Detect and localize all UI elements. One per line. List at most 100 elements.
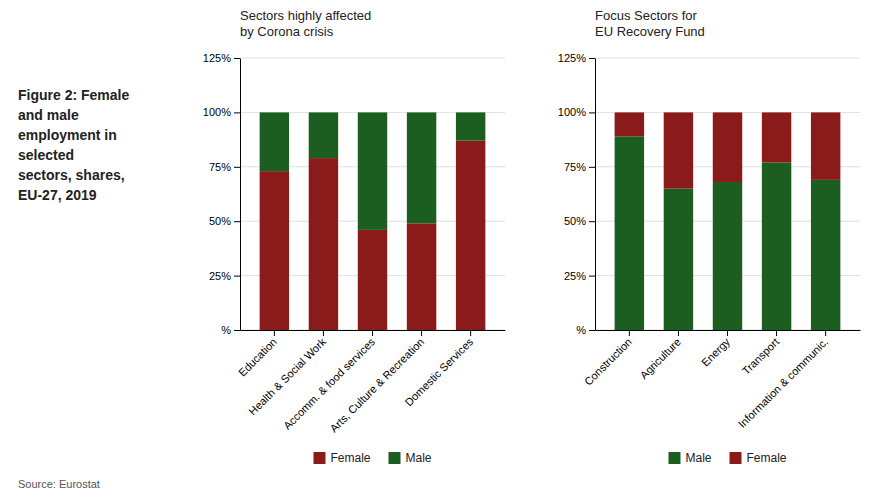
tick-label: Information & communic. bbox=[736, 336, 831, 431]
grid-line bbox=[240, 58, 505, 59]
bar bbox=[309, 112, 338, 158]
legend-item: Female bbox=[313, 451, 370, 465]
legend: Female Male bbox=[313, 451, 431, 465]
tick: Information & communic. bbox=[736, 330, 831, 430]
tick-mark bbox=[589, 330, 595, 331]
legend-item: Male bbox=[389, 451, 432, 465]
legend-swatch bbox=[313, 452, 325, 464]
tick-label: 75% bbox=[564, 161, 586, 173]
tick: 100% bbox=[203, 106, 240, 118]
tick: 25% bbox=[564, 270, 595, 282]
tick-label: Agriculture bbox=[637, 336, 683, 382]
tick-label: 25% bbox=[209, 270, 231, 282]
tick-label: Arts, Culture & Recreation bbox=[327, 336, 426, 435]
legend-swatch bbox=[730, 452, 742, 464]
tick-label: 100% bbox=[558, 106, 586, 118]
series bbox=[615, 112, 841, 188]
tick-mark bbox=[727, 330, 728, 336]
tick-mark bbox=[589, 167, 595, 168]
bars bbox=[260, 112, 486, 330]
chart-title: Focus Sectors forEU Recovery Fund bbox=[595, 8, 705, 39]
tick: 75% bbox=[209, 161, 240, 173]
x-axis: ConstructionAgriculture EnergyTransportIn… bbox=[582, 330, 861, 430]
tick: % bbox=[576, 324, 595, 336]
tick: 125% bbox=[558, 52, 595, 64]
text-line: Sectors highly affected bbox=[240, 8, 371, 23]
tick-mark bbox=[589, 221, 595, 222]
tick-mark bbox=[234, 167, 240, 168]
legend-label: Female bbox=[747, 451, 787, 465]
text-line: and male bbox=[18, 107, 79, 123]
tick: Agriculture bbox=[637, 330, 683, 381]
bar bbox=[615, 112, 644, 136]
text-line: EU-27, 2019 bbox=[18, 187, 97, 203]
text-line: EU Recovery Fund bbox=[595, 24, 705, 39]
grid bbox=[595, 58, 860, 330]
legend-item: Female bbox=[730, 451, 787, 465]
tick-mark bbox=[825, 330, 826, 336]
y-axis: % 25% 50% 75% 100% 125% bbox=[558, 52, 596, 336]
bar bbox=[664, 189, 693, 330]
tick-label: 50% bbox=[564, 215, 586, 227]
bar bbox=[358, 112, 387, 230]
tick-mark bbox=[589, 58, 595, 59]
chart: % 25% 50% 75% 100% 125% ConstructionAgricultur… bbox=[558, 8, 861, 465]
bar bbox=[762, 162, 791, 330]
tick-label: 25% bbox=[564, 270, 586, 282]
tick-mark bbox=[629, 330, 630, 336]
grid bbox=[240, 58, 505, 330]
tick: Education bbox=[236, 330, 279, 379]
bar bbox=[407, 112, 436, 223]
figure-title: Figure 2: Femaleand maleemployment insel… bbox=[18, 87, 129, 203]
chart-title: Sectors highly affectedby Corona crisis bbox=[240, 8, 371, 39]
tick: 25% bbox=[209, 270, 240, 282]
legend-item: Male bbox=[668, 451, 711, 465]
bar bbox=[456, 141, 485, 330]
tick-label: Transport bbox=[740, 336, 781, 377]
tick-mark bbox=[589, 276, 595, 277]
x-axis: EducationHealth & Social WorkAccomm. & f… bbox=[236, 330, 506, 434]
tick-label: 50% bbox=[209, 215, 231, 227]
bar bbox=[615, 136, 644, 330]
tick: 100% bbox=[558, 106, 595, 118]
tick-label: 75% bbox=[209, 161, 231, 173]
y-axis: % 25% 50% 75% 100% 125% bbox=[203, 52, 241, 336]
bar bbox=[260, 171, 289, 330]
tick: 75% bbox=[564, 161, 595, 173]
tick: Transport bbox=[740, 330, 781, 377]
tick-label: 125% bbox=[558, 52, 586, 64]
tick-mark bbox=[678, 330, 679, 336]
tick: Construction bbox=[582, 330, 634, 388]
bar bbox=[762, 112, 791, 162]
tick-mark bbox=[372, 330, 373, 336]
tick-label: % bbox=[576, 324, 586, 336]
bar bbox=[811, 180, 840, 330]
text-line: employment in bbox=[18, 127, 117, 143]
grid-line bbox=[595, 58, 860, 59]
axis-line bbox=[240, 59, 241, 331]
tick-label: Construction bbox=[582, 336, 634, 388]
tick: Accomm. & food services bbox=[281, 330, 378, 432]
legend-label: Male bbox=[406, 451, 432, 465]
bars bbox=[615, 112, 841, 330]
tick-mark bbox=[470, 330, 471, 336]
tick-mark bbox=[421, 330, 422, 336]
tick-mark bbox=[234, 58, 240, 59]
bar bbox=[407, 223, 436, 330]
tick: 125% bbox=[203, 52, 240, 64]
tick-mark bbox=[234, 221, 240, 222]
tick: Domestic Services bbox=[402, 330, 475, 408]
tick: Energy bbox=[699, 330, 732, 369]
legend-label: Male bbox=[685, 451, 711, 465]
bar bbox=[456, 112, 485, 140]
text-line: by Corona crisis bbox=[240, 24, 334, 39]
tick-label: Education bbox=[236, 336, 279, 379]
bar bbox=[309, 158, 338, 330]
legend-swatch bbox=[389, 452, 401, 464]
tick-label: Domestic Services bbox=[402, 335, 475, 408]
tick-label: Accomm. & food services bbox=[281, 335, 378, 432]
tick-label: 100% bbox=[203, 106, 231, 118]
bar bbox=[811, 112, 840, 179]
tick: 50% bbox=[209, 215, 240, 227]
tick-label: % bbox=[221, 324, 231, 336]
